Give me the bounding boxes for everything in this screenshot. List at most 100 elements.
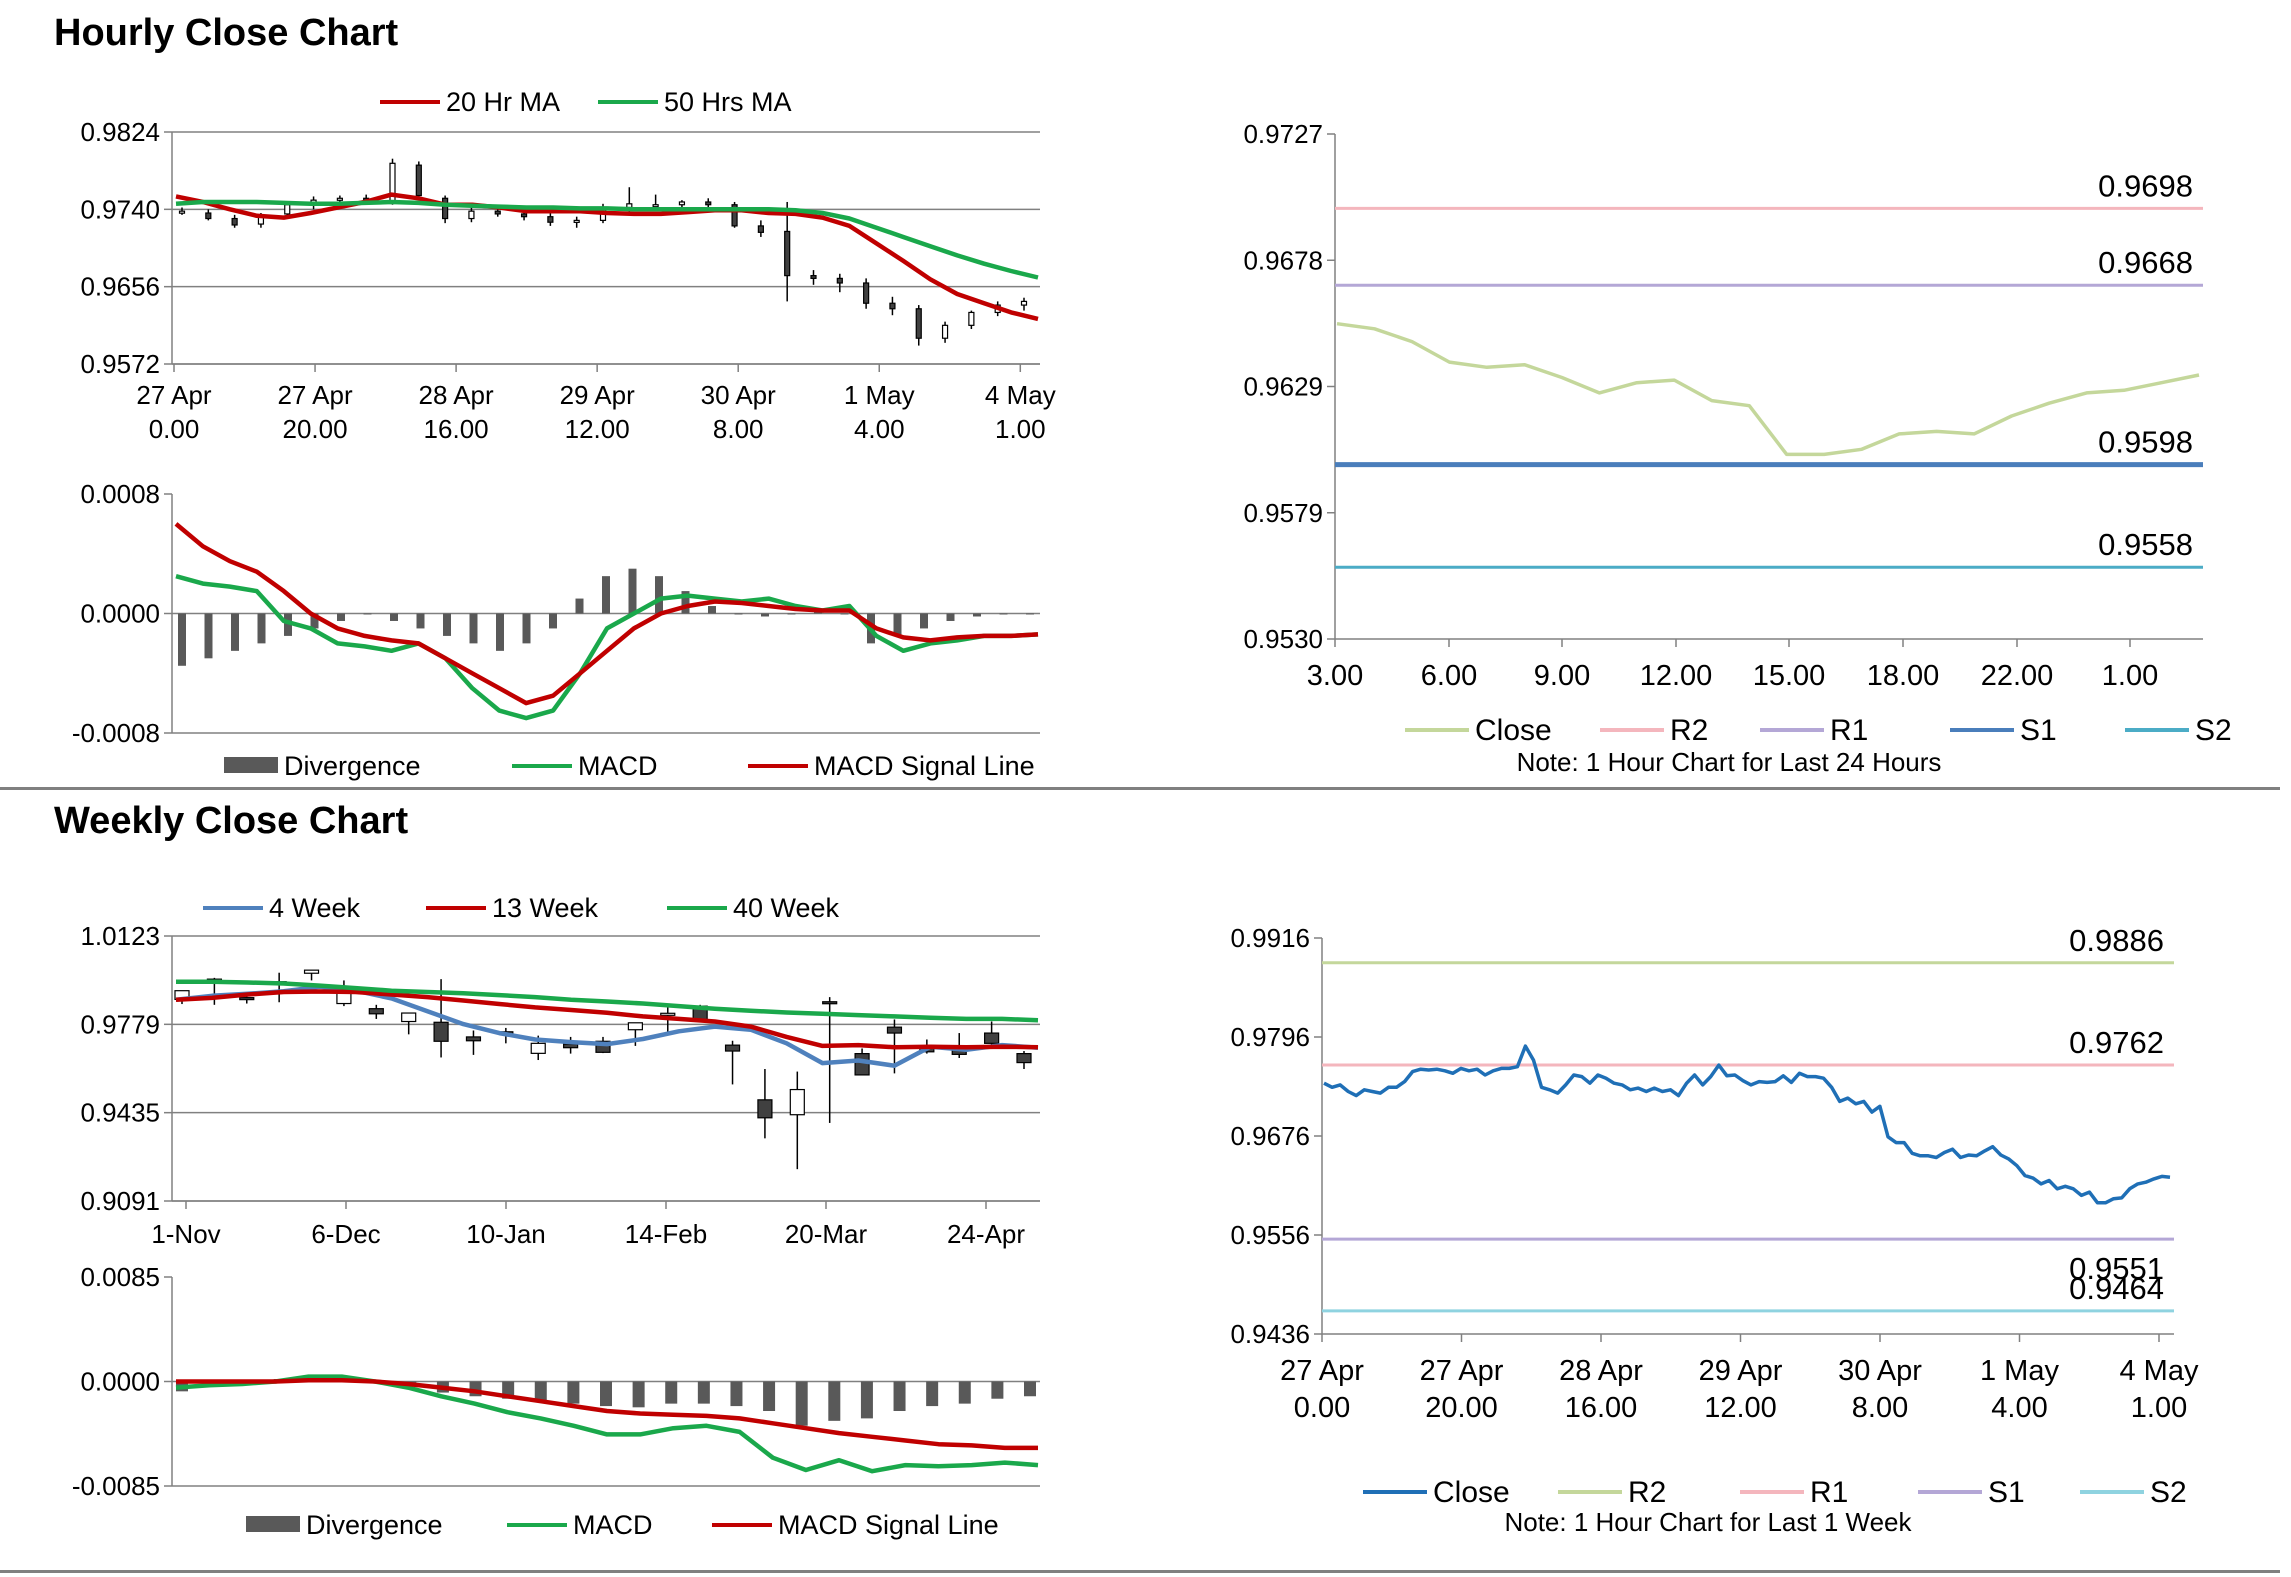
divergence-bar	[575, 598, 584, 614]
candle-body	[810, 275, 817, 279]
ma-line	[175, 199, 1039, 280]
level-label-r2: 0.9886	[2069, 923, 2164, 958]
divergence-bar	[787, 613, 796, 615]
divergence-bar	[926, 1381, 939, 1407]
legend-label: Divergence	[306, 1510, 443, 1540]
candle-body	[284, 204, 291, 215]
y-tick-label: 0.9678	[1243, 245, 1323, 275]
divergence-bar	[469, 613, 478, 644]
divergence-bar	[567, 1381, 580, 1404]
y-tick-label: 0.9530	[1243, 624, 1323, 654]
y-tick-label: 0.9091	[80, 1186, 160, 1216]
divergence-bar	[920, 613, 928, 629]
candle-body	[494, 210, 501, 215]
bottom-divider	[0, 1570, 2280, 1573]
x-tick-label: 20-Mar	[785, 1219, 868, 1249]
x-tick-label: 29 Apr	[560, 380, 636, 410]
candle-body	[854, 1053, 870, 1076]
candle-body	[822, 1001, 838, 1005]
x-tick-label: 20.00	[1425, 1392, 1498, 1424]
candle-body	[520, 213, 528, 218]
x-tick-label: 27 Apr	[277, 380, 353, 410]
candle-body	[731, 204, 738, 227]
x-tick-label: 4.00	[1991, 1392, 2047, 1424]
candle-body	[678, 201, 686, 206]
y-tick-label: 0.9740	[80, 194, 160, 224]
x-tick-label: 30 Apr	[701, 380, 777, 410]
candle-body	[231, 217, 238, 226]
x-tick-label: 10-Jan	[466, 1219, 546, 1249]
x-tick-label: 9.00	[1534, 660, 1590, 692]
ma-line	[175, 989, 1039, 1050]
divergence-bar	[602, 576, 610, 614]
divergence-bar	[416, 613, 425, 629]
candle-body	[205, 212, 212, 220]
divergence-bar	[257, 613, 266, 644]
x-tick-label: 4.00	[854, 414, 905, 444]
x-tick-label: 1-Nov	[151, 1219, 220, 1249]
x-tick-label: 29 Apr	[1699, 1355, 1783, 1387]
legend-label: MACD	[573, 1510, 653, 1540]
legend-label: R1	[1830, 714, 1868, 747]
divergence-bar	[655, 576, 663, 614]
x-tick-label: 20.00	[283, 414, 348, 444]
y-tick-label: 0.9796	[1230, 1022, 1310, 1052]
candle-body	[468, 210, 475, 220]
candle-body	[573, 219, 580, 223]
candle-body	[368, 1008, 384, 1015]
level-label-s1: 0.9551	[2069, 1251, 2164, 1286]
x-tick-label: 4 May	[985, 380, 1056, 410]
legend-label: Divergence	[284, 751, 421, 781]
y-tick-label: 0.0000	[80, 599, 160, 629]
y-tick-label: 0.9676	[1230, 1121, 1310, 1151]
candle-body	[465, 1036, 482, 1042]
level-label-r1: 0.9668	[2098, 245, 2193, 280]
hourly-macd-chart: 0.0008 0.0000 -0.0008 Divergence MACD MACD Si…	[72, 479, 1040, 781]
candle-body	[886, 1026, 903, 1034]
y-tick-label: 0.9916	[1230, 923, 1310, 953]
candle-body	[442, 197, 449, 220]
x-tick-label: 0.00	[149, 414, 200, 444]
x-tick-label: 24-Apr	[947, 1219, 1025, 1249]
x-tick-label: 18.00	[1867, 660, 1940, 692]
divergence-bar	[795, 1381, 808, 1426]
legend-swatch	[246, 1516, 300, 1532]
candle-body	[563, 1043, 579, 1049]
level-label-s2: 0.9464	[2069, 1271, 2164, 1306]
divergence-bar	[1026, 613, 1034, 615]
section-divider	[0, 787, 2280, 790]
x-tick-label: 1.00	[995, 414, 1046, 444]
y-tick-label: 0.9436	[1230, 1319, 1310, 1349]
divergence-bar	[828, 1381, 841, 1421]
divergence-bar	[496, 613, 504, 651]
y-tick-label: -0.0085	[72, 1471, 160, 1501]
close-line	[1336, 321, 2200, 457]
x-tick-label: 16.00	[1565, 1392, 1638, 1424]
legend-label: S2	[2195, 714, 2232, 747]
candle-body	[836, 277, 843, 284]
legend-label: R2	[1628, 1476, 1666, 1509]
legend-label: MACD Signal Line	[814, 751, 1035, 781]
divergence-bar	[708, 606, 716, 614]
divergence-bar	[204, 613, 213, 659]
legend-label: MACD	[578, 751, 658, 781]
divergence-bar	[763, 1381, 776, 1412]
candle-body	[968, 311, 975, 326]
y-tick-label: 0.0085	[80, 1262, 160, 1292]
divergence-bar	[1024, 1381, 1036, 1397]
x-tick-label: 16.00	[424, 414, 489, 444]
legend-label: 4 Week	[269, 893, 361, 923]
divergence-bar	[999, 613, 1008, 615]
legend-label: MACD Signal Line	[778, 1510, 999, 1540]
divergence-bar	[502, 1381, 515, 1399]
candle-body	[530, 1042, 546, 1054]
y-tick-label: 0.9727	[1243, 119, 1323, 149]
macd-line	[175, 574, 1039, 721]
legend-label: 40 Week	[733, 893, 840, 923]
divergence-bar	[973, 613, 981, 617]
divergence-bar	[860, 1381, 873, 1419]
y-tick-label: 0.0000	[80, 1367, 160, 1397]
legend-label: Close	[1475, 714, 1552, 747]
legend-label: R2	[1670, 714, 1708, 747]
divergence-bar	[946, 613, 955, 621]
